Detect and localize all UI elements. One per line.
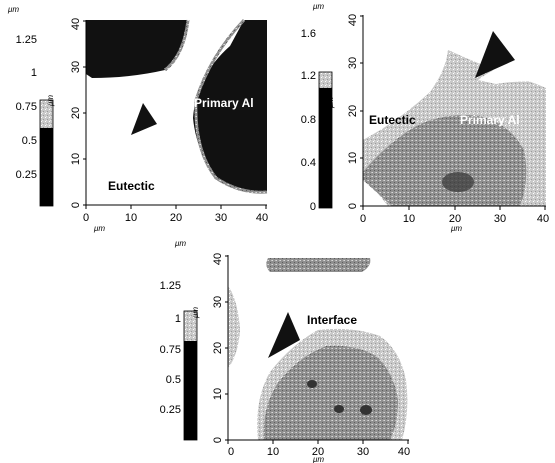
panel-1-label-primary: Primary Al — [194, 96, 254, 110]
heatmap-3-dark-spot-3 — [360, 405, 372, 415]
colorbar-2-tick-1: 0.4 — [301, 157, 316, 169]
axis-3-y-tick-2: 20 — [212, 342, 224, 354]
axis-3-x-tick-0: 0 — [228, 446, 234, 458]
heatmap-1-indent-mark — [131, 103, 157, 135]
colorbar-1-tick-2: 0.75 — [16, 101, 37, 113]
panel-1-label-eutectic: Eutectic — [108, 179, 155, 193]
heatmap-1-dark-region-right — [193, 20, 267, 193]
colorbar-1-unit: μm — [46, 95, 55, 107]
axis-2-x-unit: μm — [450, 224, 462, 233]
axis-2-y-tick-1: 10 — [347, 152, 359, 164]
colorbar-2-unit: μm — [326, 97, 335, 109]
axis-1-y-tick-3: 30 — [70, 61, 82, 73]
axis-1-y-tick-4: 40 — [70, 18, 82, 30]
axis-2-y-tick-2: 20 — [347, 105, 359, 117]
colorbar-3-tick-3: 1 — [175, 313, 181, 325]
axis-1-x-tick-2: 20 — [170, 212, 182, 224]
colorbar-1-tick-4: 1.25 — [16, 34, 37, 46]
axes-1: 0 10 20 30 40 0 10 20 30 40 μm — [70, 18, 268, 233]
heatmap-3-indent-mark — [268, 312, 300, 358]
colorbar-1-tick-1: 0.5 — [22, 135, 37, 147]
colorbar-3-tick-2: 0.75 — [160, 344, 181, 356]
colorbar-1-tick-3: 1 — [31, 67, 37, 79]
panel-top-left: μm 0.25 0.5 0.75 1 1.25 μm Primary Al Eu… — [7, 5, 268, 233]
colorbar-3-light — [184, 311, 197, 341]
axis-2-x-tick-1: 10 — [403, 213, 415, 225]
axis-3-x-tick-1: 10 — [267, 446, 279, 458]
axis-2-x-tick-2: 20 — [449, 213, 461, 225]
panel-2-label-eutectic: Eutectic — [369, 113, 416, 127]
heatmap-2: Eutectic Primary Al — [363, 15, 546, 206]
axis-1-x-tick-4: 40 — [256, 212, 268, 224]
colorbar-3-ticks: 0.25 0.5 0.75 1 1.25 — [160, 280, 181, 416]
heatmap-3-dark-spot-2 — [334, 405, 344, 413]
panel-top-right: μm 0 0.4 0.8 1.2 1.6 μm Eutectic Primary… — [301, 2, 549, 233]
colorbar-2-light — [319, 72, 332, 88]
colorbar-2-tick-2: 0.8 — [301, 114, 316, 126]
axis-2-x-tick-3: 30 — [494, 213, 506, 225]
panel-2-label-primary: Primary Al — [460, 113, 520, 127]
heatmap-1-dark-region-top — [86, 20, 188, 78]
axes-3: 0 10 20 30 40 0 10 20 30 40 μm — [212, 253, 410, 463]
heatmap-1-edge-top — [164, 19, 190, 72]
panel-2-corner-unit: μm — [312, 2, 324, 11]
colorbar-3-dark — [184, 311, 197, 440]
colorbar-3-tick-0: 0.25 — [160, 404, 181, 416]
heatmap-3: Interface — [228, 255, 409, 440]
colorbar-3-tick-4: 1.25 — [160, 280, 181, 292]
colorbar-3-frame — [183, 310, 198, 441]
heatmap-1-edge-right — [194, 18, 268, 194]
colorbar-3-tick-1: 0.5 — [166, 374, 181, 386]
colorbar-2-tick-3: 1.2 — [301, 70, 316, 82]
colorbar-1-light — [40, 100, 53, 128]
heatmap-2-indent-mark — [475, 31, 515, 78]
colorbar-1-frame — [39, 99, 54, 207]
heatmap-1: Primary Al Eutectic — [86, 18, 268, 205]
panel-bottom: μm 0.25 0.5 0.75 1 1.25 μm Interface — [160, 239, 411, 463]
colorbar-2-tick-4: 1.6 — [301, 28, 316, 40]
axis-3-y-tick-4: 40 — [212, 253, 224, 265]
panel-3-label-interface: Interface — [307, 313, 357, 327]
axis-3-y-tick-3: 30 — [212, 296, 224, 308]
axis-1-y-tick-1: 10 — [70, 153, 82, 165]
colorbar-3-unit: μm — [191, 307, 200, 319]
axis-2-y-tick-3: 30 — [347, 57, 359, 69]
axis-1-y-tick-0: 0 — [70, 202, 82, 208]
heatmap-3-top-strip — [266, 258, 371, 272]
colorbar-2-frame — [318, 71, 333, 209]
colorbar-2: μm — [318, 71, 335, 209]
heatmap-2-white-band — [478, 58, 546, 84]
axis-3-x-tick-3: 30 — [357, 446, 369, 458]
axis-2-x-tick-0: 0 — [360, 213, 366, 225]
axis-1-x-tick-1: 10 — [125, 212, 137, 224]
colorbar-3: μm — [183, 307, 200, 441]
panel-1-corner-unit: μm — [7, 5, 19, 14]
heatmap-3-mid-region — [263, 345, 398, 440]
axis-1-y-tick-2: 20 — [70, 107, 82, 119]
colorbar-2-tick-0: 0 — [310, 201, 316, 213]
axis-3-x-unit: μm — [312, 455, 324, 463]
axis-3-y-tick-0: 0 — [212, 437, 224, 443]
axis-1-x-tick-3: 30 — [215, 212, 227, 224]
panel-3-corner-unit: μm — [174, 239, 186, 248]
axis-2-y-tick-4: 40 — [347, 14, 359, 26]
axes-2: 0 10 20 30 40 0 10 20 30 40 μm — [347, 14, 549, 233]
axis-3-x-tick-4: 40 — [398, 446, 410, 458]
colorbar-1: μm — [39, 95, 55, 207]
heatmap-3-dark-spot-1 — [307, 380, 317, 388]
axis-1-x-unit: μm — [93, 224, 105, 233]
axis-3-x-tick-2: 20 — [312, 446, 324, 458]
axis-2-y-tick-0: 0 — [347, 203, 359, 209]
colorbar-1-ticks: 0.25 0.5 0.75 1 1.25 — [16, 34, 37, 181]
colorbar-2-ticks: 0 0.4 0.8 1.2 1.6 — [301, 28, 316, 213]
heatmap-2-mid-region — [363, 115, 527, 206]
axis-2-x-tick-4: 40 — [537, 213, 549, 225]
heatmap-3-left-band — [228, 286, 240, 368]
heatmap-2-dark-spot — [442, 172, 474, 192]
axis-3-y-tick-1: 10 — [212, 388, 224, 400]
colorbar-1-tick-0: 0.25 — [16, 169, 37, 181]
axis-1-x-tick-0: 0 — [83, 212, 89, 224]
colorbar-2-dark — [319, 72, 332, 208]
